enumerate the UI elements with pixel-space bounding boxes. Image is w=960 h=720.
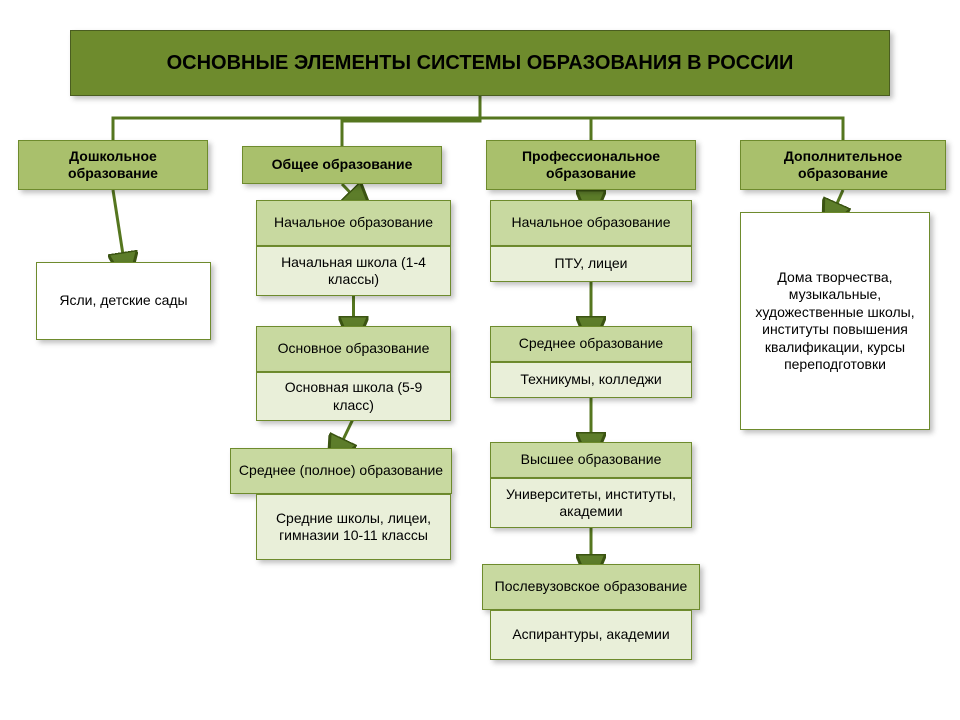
additional-leaf: Дома творчества, музыкальные, художестве… [740, 212, 930, 430]
category-additional: Дополнительное образование [740, 140, 946, 190]
professional-level-3-body: Университеты, институты, академии [490, 478, 692, 528]
professional-level-1-header: Начальное образование [490, 200, 692, 246]
general-level-3-body: Средние школы, лицеи, гимназии 10-11 кла… [256, 494, 451, 560]
professional-level-4-header: Послевузовское образование [482, 564, 700, 610]
category-general: Общее образование [242, 146, 442, 184]
preschool-leaf: Ясли, детские сады [36, 262, 211, 340]
professional-level-2-header: Среднее образование [490, 326, 692, 362]
professional-level-1-body: ПТУ, лицеи [490, 246, 692, 282]
diagram-title: ОСНОВНЫЕ ЭЛЕМЕНТЫ СИСТЕМЫ ОБРАЗОВАНИЯ В … [70, 30, 890, 96]
general-level-2-header: Основное образование [256, 326, 451, 372]
general-level-1-body: Начальная школа (1-4 классы) [256, 246, 451, 296]
category-professional: Профессиональное образование [486, 140, 696, 190]
general-level-3-header: Среднее (полное) образование [230, 448, 452, 494]
professional-level-3-header: Высшее образование [490, 442, 692, 478]
general-level-2-body: Основная школа (5-9 класс) [256, 372, 451, 421]
professional-level-4-body: Аспирантуры, академии [490, 610, 692, 660]
category-preschool: Дошкольное образование [18, 140, 208, 190]
general-level-1-header: Начальное образование [256, 200, 451, 246]
professional-level-2-body: Техникумы, колледжи [490, 362, 692, 398]
